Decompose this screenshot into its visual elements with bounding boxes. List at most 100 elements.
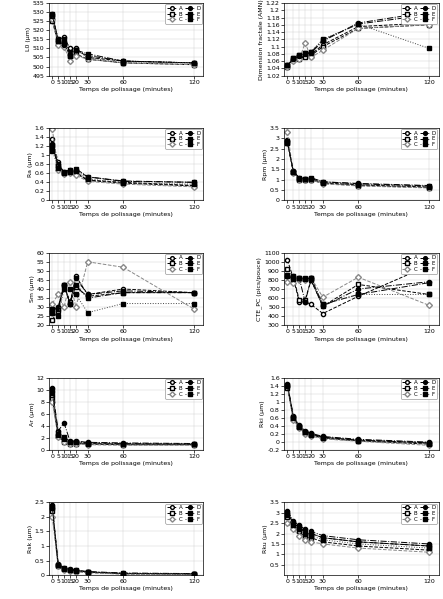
C: [55, 41, 61, 49]
F: [62, 170, 67, 177]
A: [356, 23, 361, 30]
E: [356, 291, 361, 298]
F: [291, 415, 296, 422]
A: [303, 52, 308, 59]
F: [73, 567, 78, 574]
D: [85, 568, 90, 575]
A: [120, 570, 126, 577]
E: [303, 50, 308, 57]
B: [55, 307, 61, 314]
A: [427, 543, 432, 550]
Line: D: D: [285, 10, 431, 68]
A: [50, 309, 55, 316]
D: [308, 528, 314, 535]
Legend: A, B, C, D, E, F: A, B, C, D, E, F: [400, 504, 437, 524]
Y-axis label: Dimension fractale (AMN): Dimension fractale (AMN): [259, 0, 264, 80]
E: [50, 143, 55, 150]
F: [285, 62, 290, 69]
D: [427, 8, 432, 16]
A: [85, 177, 90, 184]
F: [120, 570, 126, 577]
B: [50, 395, 55, 403]
A: [427, 19, 432, 26]
D: [296, 52, 302, 59]
F: [296, 526, 302, 533]
C: [55, 562, 61, 570]
C: [320, 435, 326, 443]
Line: E: E: [50, 505, 196, 576]
A: [120, 58, 126, 65]
D: [427, 438, 432, 446]
F: [191, 180, 197, 187]
B: [55, 163, 61, 170]
B: [120, 441, 126, 448]
Line: A: A: [285, 138, 431, 189]
B: [356, 543, 361, 550]
D: [291, 168, 296, 175]
E: [285, 509, 290, 516]
Line: E: E: [285, 274, 431, 307]
F: [85, 440, 90, 447]
B: [320, 434, 326, 441]
B: [303, 297, 308, 304]
A: [62, 565, 67, 572]
Line: E: E: [285, 383, 431, 445]
A: [85, 568, 90, 576]
X-axis label: Temps de polissage (minutes): Temps de polissage (minutes): [79, 87, 173, 92]
D: [67, 300, 73, 307]
E: [73, 47, 78, 54]
C: [62, 171, 67, 178]
E: [73, 282, 78, 289]
Line: E: E: [50, 14, 196, 65]
C: [296, 56, 302, 63]
A: [308, 431, 314, 438]
D: [191, 570, 197, 577]
D: [191, 289, 197, 297]
F: [427, 440, 432, 447]
Line: B: B: [285, 267, 431, 308]
F: [191, 571, 197, 578]
B: [308, 176, 314, 183]
B: [67, 52, 73, 59]
F: [291, 522, 296, 529]
C: [291, 279, 296, 286]
Legend: A, B, C, D, E, F: A, B, C, D, E, F: [165, 129, 202, 149]
A: [320, 310, 326, 317]
Line: D: D: [50, 386, 196, 446]
E: [55, 36, 61, 43]
B: [73, 283, 78, 291]
A: [191, 182, 197, 189]
A: [55, 158, 61, 165]
Line: E: E: [50, 283, 196, 311]
E: [308, 431, 314, 438]
D: [308, 429, 314, 437]
X-axis label: Temps de polissage (minutes): Temps de polissage (minutes): [314, 461, 408, 467]
A: [291, 413, 296, 420]
F: [427, 45, 432, 52]
E: [356, 20, 361, 28]
D: [85, 291, 90, 298]
A: [73, 45, 78, 52]
Line: F: F: [50, 12, 196, 65]
F: [285, 383, 290, 390]
D: [303, 427, 308, 434]
E: [191, 570, 197, 577]
C: [427, 302, 432, 309]
B: [55, 562, 61, 569]
Line: F: F: [50, 506, 196, 576]
C: [55, 433, 61, 440]
E: [191, 289, 197, 297]
F: [191, 300, 197, 307]
A: [67, 300, 73, 307]
A: [356, 293, 361, 300]
Line: A: A: [285, 21, 431, 69]
D: [120, 570, 126, 577]
Line: E: E: [50, 145, 196, 184]
C: [120, 59, 126, 66]
F: [303, 274, 308, 282]
Y-axis label: Ar (µm): Ar (µm): [30, 402, 35, 426]
A: [191, 289, 197, 297]
Line: B: B: [285, 386, 431, 446]
D: [191, 440, 197, 447]
D: [320, 532, 326, 539]
